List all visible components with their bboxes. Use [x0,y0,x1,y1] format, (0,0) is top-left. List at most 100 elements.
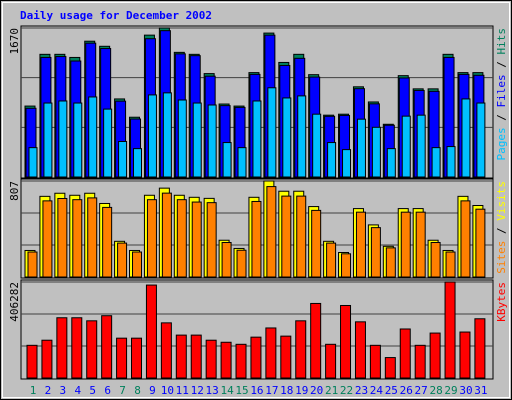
bar [295,320,307,379]
bar [190,334,202,379]
legend-separator: / [495,55,508,75]
x-tick-label: 21 [325,384,338,397]
legend: Sites / Visits [495,181,508,274]
x-tick-label: 24 [370,384,384,397]
bar [146,199,157,278]
legend-entry: Sites [495,241,508,274]
x-tick-label: 29 [444,384,457,397]
x-tick-label: 25 [385,384,398,397]
bar [236,249,247,278]
bar [43,102,53,178]
bar [265,327,277,379]
bar [160,322,172,379]
bar [86,320,98,379]
bar [237,147,247,178]
bar [145,284,157,379]
bar [251,200,262,278]
bar [325,343,337,379]
x-tick-label: 17 [265,384,278,397]
bar [446,146,456,178]
x-tick-label: 30 [459,384,472,397]
bar [103,108,113,178]
bar [354,321,366,379]
bar [73,102,83,178]
bar [177,99,187,178]
bar [101,315,113,379]
x-tick-label: 18 [280,384,293,397]
bar [281,195,292,278]
bar [475,208,486,278]
x-tick-label: 1 [30,384,37,397]
bar [207,104,217,178]
x-tick-label: 10 [161,384,174,397]
x-tick-label: 19 [295,384,308,397]
bar [71,317,83,379]
bar [282,97,292,178]
x-tick-label: 2 [45,384,52,397]
bar [355,211,366,278]
bar [415,211,426,278]
bar [162,92,172,178]
legend: KBytes [495,282,508,322]
bar [444,281,456,379]
bar [296,195,307,278]
y-tick-label: 807 [8,181,21,201]
bar [222,142,232,178]
bar [28,147,38,178]
bar [205,339,217,379]
bar [384,357,396,379]
bar [371,126,381,178]
x-tick-label: 26 [400,384,413,397]
x-tick-label: 31 [474,384,487,397]
bar [369,344,381,379]
x-tick-label: 15 [235,384,248,397]
bar [220,341,232,379]
chart-title: Daily usage for December 2002 [20,9,212,22]
bar [72,199,83,278]
legend-separator: / [495,108,508,128]
bar [116,337,128,379]
bar [161,192,172,278]
x-tick-label: 22 [340,384,353,397]
legend-entry: Pages [495,127,508,160]
x-tick-label: 20 [310,384,323,397]
bar [311,209,322,278]
bar [312,113,322,178]
legend-entry: Files [495,74,508,107]
bar [459,331,471,379]
y-tick-label: 406282 [8,282,21,322]
bar [118,140,128,178]
x-tick-label: 3 [60,384,67,397]
x-tick-label: 9 [149,384,156,397]
bar [399,328,411,379]
bar [310,302,322,379]
bar [192,102,202,178]
legend-entry: Visits [495,181,508,221]
x-tick-label: 11 [176,384,189,397]
bar [327,142,337,178]
bar [175,334,187,379]
bar [132,251,143,278]
bar [252,100,262,178]
bar [26,344,38,379]
bar [266,186,277,278]
x-tick-label: 13 [206,384,219,397]
x-tick-label: 27 [415,384,428,397]
bar [250,336,262,379]
bar [342,149,352,178]
bar [461,98,471,178]
bar [476,102,486,178]
x-tick-label: 28 [429,384,442,397]
bar [191,201,202,278]
bar [117,242,128,278]
bar [58,100,68,178]
bar [430,242,441,278]
bar [206,202,217,278]
legend: Pages / Files / Hits [495,28,508,161]
bar [267,87,277,178]
bar [370,227,381,278]
bar [102,206,113,278]
bar [356,118,366,178]
bar [340,304,352,379]
